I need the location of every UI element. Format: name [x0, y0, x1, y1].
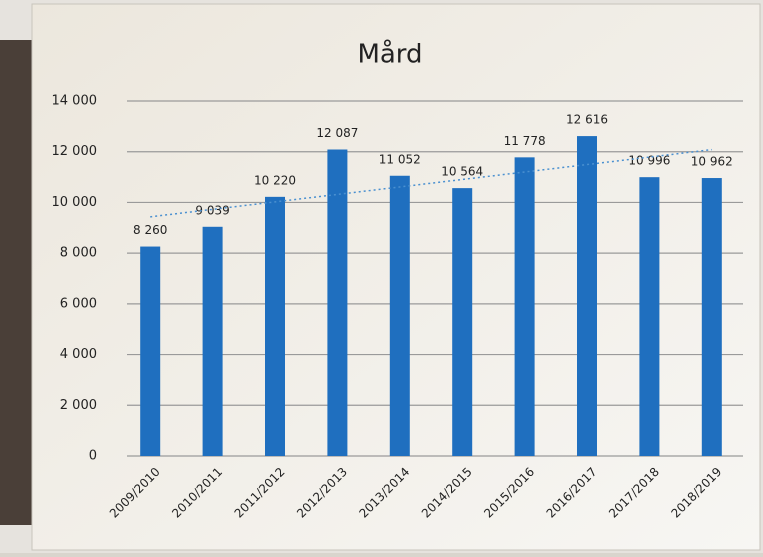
bar	[203, 227, 223, 456]
bar	[515, 157, 535, 456]
bar	[577, 136, 597, 456]
value-label: 12 616	[566, 113, 608, 127]
y-tick-label: 12 000	[52, 144, 98, 159]
y-tick-label: 14 000	[52, 94, 98, 109]
value-label: 10 220	[254, 173, 296, 187]
value-label: 11 778	[504, 134, 546, 148]
y-tick-label: 8 000	[60, 246, 97, 261]
y-tick-label: 2 000	[60, 398, 97, 413]
page: Mård 0 2 000 4 000 6 000 8 000 10 000 12 000 14…	[0, 0, 763, 553]
chart-title: Mård	[357, 39, 422, 70]
bar	[639, 177, 659, 456]
value-label: 8 260	[133, 223, 167, 237]
bar	[702, 178, 722, 456]
bar	[140, 247, 160, 456]
value-label: 10 996	[628, 154, 670, 168]
value-label: 11 052	[379, 152, 421, 166]
bar	[390, 176, 410, 456]
value-label: 10 962	[691, 155, 733, 169]
value-label: 10 564	[441, 165, 483, 179]
value-label: 12 087	[316, 126, 358, 140]
chart: Mård 0 2 000 4 000 6 000 8 000 10 000 12 000 14…	[0, 0, 763, 553]
bar	[452, 188, 472, 456]
y-tick-label: 6 000	[60, 296, 97, 311]
y-tick-label: 10 000	[52, 195, 98, 210]
y-tick-label: 0	[89, 449, 97, 464]
bar	[265, 197, 285, 456]
y-tick-label: 4 000	[60, 347, 97, 362]
